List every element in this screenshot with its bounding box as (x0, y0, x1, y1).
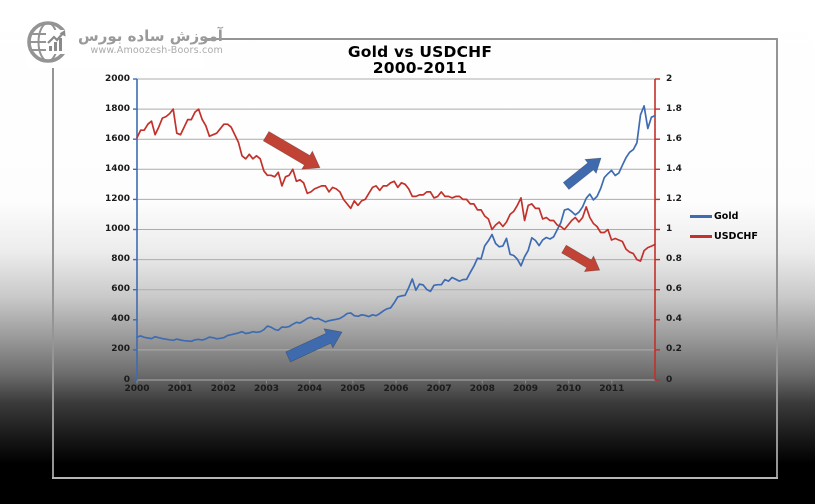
chart-legend: Gold USDCHF (690, 211, 758, 251)
right-axis-tick-label: 2 (666, 73, 673, 84)
right-axis-tick-label: 1.2 (666, 193, 682, 204)
globe-chart-icon (27, 21, 70, 63)
x-axis-tick-label: 2001 (167, 384, 193, 394)
site-logo: آموزش ساده بورس www.Amoozesh-Boors.com (26, 16, 223, 68)
frame-top-line (205, 38, 778, 40)
left-axis-tick-label: 1200 (104, 193, 130, 204)
left-axis-tick-label: 1000 (104, 224, 130, 234)
trend-arrow (285, 328, 343, 363)
brand-website: www.Amoozesh-Boors.com (90, 45, 223, 56)
x-axis-tick-label: 2005 (340, 384, 366, 394)
x-axis-tick-label: 2003 (253, 384, 280, 394)
legend-label-gold: Gold (714, 211, 739, 222)
frame-left-line (52, 62, 54, 477)
left-axis-tick-label: 2000 (104, 73, 130, 84)
left-axis-tick-label: 600 (111, 284, 130, 295)
x-axis-tick-label: 2009 (512, 384, 539, 394)
left-axis-tick-label: 200 (111, 344, 130, 355)
x-axis-tick-label: 2008 (469, 384, 495, 394)
gold-line-swatch (690, 215, 712, 218)
legend-item-usdchf: USDCHF (690, 231, 758, 242)
trend-arrow (561, 244, 601, 272)
x-axis-tick-label: 2002 (210, 384, 236, 394)
left-axis-tick-label: 400 (111, 314, 130, 325)
right-axis-tick-label: 1.8 (666, 103, 682, 114)
left-axis-tick-label: 800 (111, 254, 130, 265)
x-axis-tick-label: 2007 (426, 384, 452, 394)
x-axis-tick-label: 2010 (556, 384, 582, 394)
x-axis-tick-label: 2011 (599, 384, 625, 394)
legend-label-usdchf: USDCHF (714, 231, 758, 242)
right-axis-tick-label: 0.2 (666, 344, 682, 355)
left-axis-tick-label: 1600 (104, 133, 130, 144)
x-axis-tick-label: 2000 (124, 384, 150, 394)
frame-right-line (776, 38, 778, 479)
series-line-gold (136, 105, 656, 343)
chart-title-line2: 2000-2011 (372, 59, 468, 77)
trend-arrow (262, 130, 321, 170)
right-axis-tick-label: 1.4 (666, 163, 682, 174)
chart-title-line1: Gold vs USDCHF (347, 43, 493, 61)
x-axis-tick-label: 2006 (383, 384, 409, 394)
left-axis-tick-label: 0 (123, 374, 130, 385)
legend-item-gold: Gold (690, 211, 758, 222)
frame-bottom-line (52, 477, 778, 479)
usdchf-line-swatch (690, 235, 712, 238)
right-axis-tick-label: 0.6 (666, 284, 682, 295)
chart-title: Gold vs USDCHF 2000-2011 (240, 44, 600, 76)
right-axis-tick-label: 1.6 (666, 133, 682, 144)
left-axis-tick-label: 1400 (104, 163, 130, 174)
series-line-usdchf (136, 108, 656, 262)
x-axis-tick-label: 2004 (297, 384, 323, 394)
left-axis-tick-label: 1800 (104, 103, 130, 114)
trend-arrow (562, 157, 602, 191)
right-axis-tick-label: 0.4 (666, 314, 682, 325)
brand-name: آموزش ساده بورس (78, 27, 223, 45)
right-axis-tick-label: 0 (666, 374, 673, 385)
right-axis-tick-label: 0.8 (666, 254, 682, 265)
right-axis-tick-label: 1 (666, 224, 673, 234)
